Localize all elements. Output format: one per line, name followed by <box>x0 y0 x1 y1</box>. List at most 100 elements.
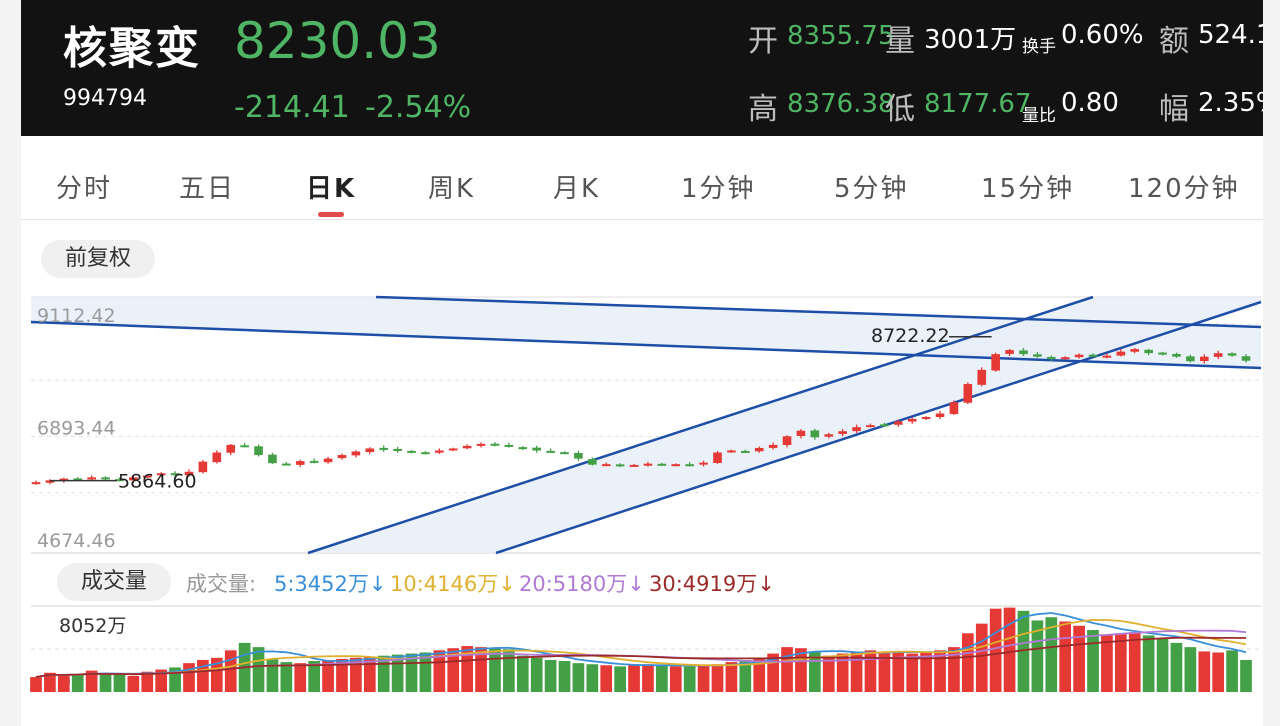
candle-body <box>142 475 152 478</box>
candle-body <box>407 450 416 453</box>
volume-bar <box>489 648 501 692</box>
volume-ma10: 10:4146万↓ <box>390 572 516 596</box>
volume-bar <box>934 650 946 692</box>
candle-body <box>1172 353 1181 357</box>
tab-5min[interactable]: 5分钟 <box>834 174 909 204</box>
volume-bar <box>1156 638 1169 692</box>
volume-bar <box>503 649 515 692</box>
volume-bar <box>892 652 905 692</box>
candle-body <box>504 444 514 447</box>
volume-bar <box>906 653 919 692</box>
volume-bar <box>363 656 376 692</box>
amplitude-value: 2.35% <box>1198 88 1263 118</box>
volume-ratio-label: 量比 <box>1022 106 1056 126</box>
volume-bar <box>1184 647 1197 692</box>
candle-body <box>1116 351 1126 356</box>
volume-bar <box>1031 620 1044 692</box>
trend-channels <box>30 295 1262 555</box>
volume-bar <box>725 662 738 692</box>
quote-header: 核聚变 994794 8230.03 -214.41 -2.54% 开 8355… <box>21 0 1263 136</box>
volume-bar <box>322 659 334 692</box>
tab-intraday[interactable]: 分时 <box>56 174 113 204</box>
volume-ma5: 5:3452万↓ <box>274 572 387 596</box>
volume-ma20: 20:5180万↓ <box>519 572 645 596</box>
candle-body <box>977 369 987 385</box>
candle-body <box>156 473 166 476</box>
volume-bar <box>30 677 42 692</box>
volume-bar <box>656 665 668 692</box>
volume-bar <box>544 659 557 692</box>
candle-body <box>935 413 945 418</box>
volume-bar <box>294 663 307 692</box>
volume-bar <box>475 647 487 692</box>
volume-bar <box>183 663 195 692</box>
index-code: 994794 <box>63 86 147 111</box>
candle-body <box>115 479 124 482</box>
volume-bar <box>391 654 404 692</box>
volume-bar <box>266 658 279 692</box>
volume-bar <box>669 666 682 692</box>
volume-bar <box>210 657 223 692</box>
tab-weekly-k[interactable]: 周K <box>428 174 476 204</box>
candle-body <box>1144 349 1153 354</box>
volume-bar <box>739 659 752 692</box>
tab-1min[interactable]: 1分钟 <box>681 174 756 204</box>
amount-value: 524.1 <box>1198 20 1263 50</box>
volume-bar <box>530 657 543 692</box>
candle-body <box>1019 350 1028 355</box>
volume-max-label: 8052万 <box>59 615 126 637</box>
candle-body <box>309 460 319 463</box>
candle-body <box>184 471 194 476</box>
candle-body <box>421 452 430 455</box>
tab-120min[interactable]: 120分钟 <box>1128 174 1240 204</box>
volume-ma5-line <box>35 612 1247 678</box>
candle-body <box>560 452 569 455</box>
candle-body <box>685 464 694 467</box>
volume-bar <box>155 669 168 692</box>
volume-bar <box>433 650 446 692</box>
price-labels: 9112.42 6893.44 4674.46 8722.22 5864.60 <box>37 305 992 552</box>
volume-bar <box>44 672 56 692</box>
volume-bar <box>1087 630 1099 692</box>
tab-15min[interactable]: 15分钟 <box>981 174 1075 204</box>
candle-body <box>921 417 931 420</box>
volume-bar <box>1212 652 1225 692</box>
volume-bar <box>948 647 960 692</box>
candle-body <box>435 450 444 453</box>
candle-body <box>740 450 750 453</box>
y-axis-label: 6893.44 <box>37 418 116 440</box>
tab-daily-k[interactable]: 日K <box>306 174 357 204</box>
candle-body <box>87 477 96 480</box>
candle-body <box>824 434 834 437</box>
volume-bar <box>1142 635 1155 692</box>
kline-chart: 9112.42 6893.44 4674.46 8722.22 5864.60 8052… <box>30 295 1262 693</box>
candle-body <box>1046 356 1056 359</box>
tab-five-day[interactable]: 五日 <box>179 174 236 204</box>
trendline <box>307 295 1094 555</box>
candle-body <box>476 443 486 446</box>
volume-bar <box>683 666 696 692</box>
tab-monthly-k[interactable]: 月K <box>553 174 601 204</box>
candle-body <box>1130 349 1140 352</box>
volume-title: 成交量: <box>186 572 257 596</box>
candle-body <box>810 430 820 438</box>
volume-bar <box>836 653 849 692</box>
trendline <box>495 300 1262 555</box>
volume-bar <box>1059 621 1072 692</box>
volume-bar <box>600 665 613 692</box>
candle-body <box>991 354 1000 371</box>
candle-body <box>268 454 277 464</box>
volume-bar <box>280 662 293 692</box>
adjust-mode-button[interactable]: 前复权 <box>41 240 156 278</box>
candle-body <box>1005 350 1014 354</box>
volume-bar <box>1073 625 1085 692</box>
y-axis-label: 9112.42 <box>37 305 116 327</box>
candle-body <box>448 448 458 451</box>
candle-body <box>657 463 667 466</box>
volume-indicator-button[interactable]: 成交量 <box>57 563 172 601</box>
amount-label: 额 <box>1159 24 1189 59</box>
high-value: 8376.38 <box>787 89 895 119</box>
ascending-channel-fill <box>308 297 1261 553</box>
candle-body <box>880 424 889 427</box>
volume-bar <box>878 651 891 692</box>
